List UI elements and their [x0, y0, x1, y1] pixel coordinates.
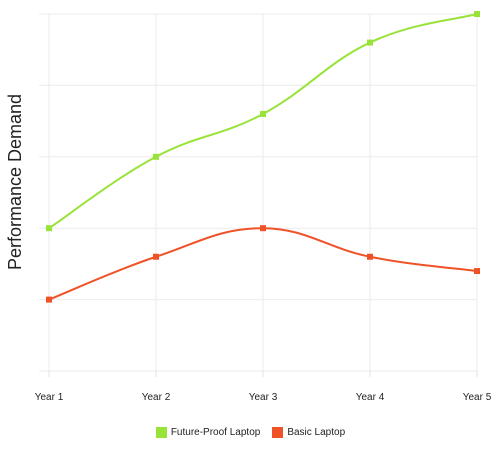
data-point-1-1[interactable] [153, 253, 159, 260]
data-point-0-2[interactable] [260, 110, 266, 117]
y-axis-label: Performance Demand [5, 94, 25, 270]
x-tick-label: Year 2 [142, 392, 171, 403]
legend-label-basic-laptop: Basic Laptop [287, 427, 346, 438]
data-point-0-1[interactable] [153, 153, 159, 160]
data-point-1-2[interactable] [260, 225, 266, 232]
x-tick-label: Year 5 [463, 392, 492, 403]
data-point-1-4[interactable] [474, 268, 480, 275]
data-point-1-0[interactable] [46, 296, 52, 303]
data-point-0-0[interactable] [46, 225, 52, 232]
legend-label-future-proof-laptop: Future-Proof Laptop [170, 427, 261, 438]
x-tick-label: Year 1 [35, 392, 64, 403]
legend-swatch-future-proof-laptop [155, 427, 167, 438]
x-tick-label: Year 4 [356, 392, 385, 403]
legend-item-basic-laptop[interactable]: Basic Laptop [272, 427, 345, 438]
x-tick-label: Year 3 [249, 392, 278, 403]
series-lines [46, 11, 480, 303]
data-point-0-4[interactable] [474, 11, 480, 17]
legend-swatch-basic-laptop [272, 427, 284, 438]
data-point-0-3[interactable] [367, 39, 373, 46]
legend-item-future-proof-laptop[interactable]: Future-Proof Laptop [155, 427, 261, 438]
grid-lines [39, 13, 478, 372]
x-axis-ticks: Year 1 Year 2 Year 3 Year 4 Year 5 [35, 371, 492, 403]
legend: Future-Proof Laptop Basic Laptop [0, 427, 501, 438]
data-point-1-3[interactable] [367, 253, 373, 260]
